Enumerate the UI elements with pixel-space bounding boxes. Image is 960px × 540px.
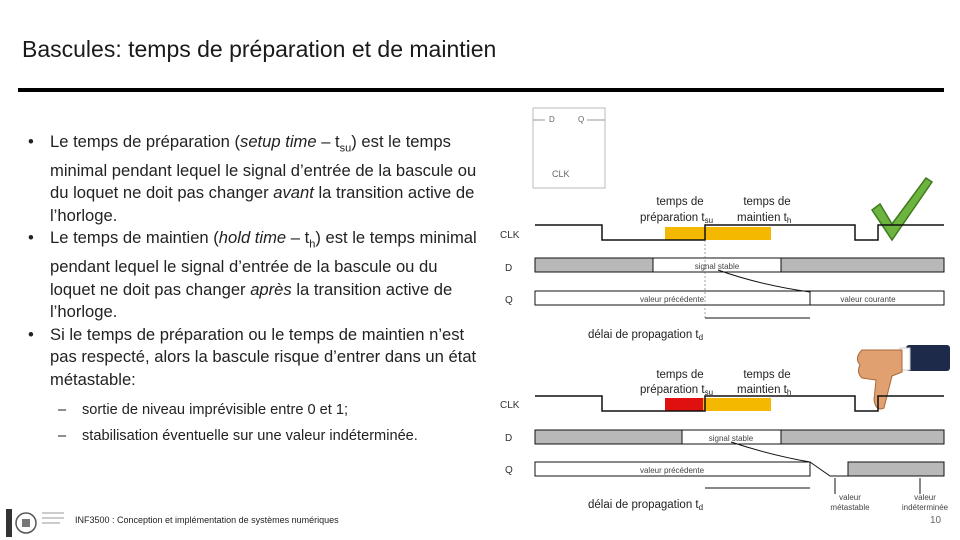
d-stable-label: signal stable	[695, 262, 740, 271]
q-metastable	[809, 461, 848, 477]
setup-label-sub: su	[705, 388, 713, 397]
bullet-emphasis: hold time	[218, 228, 287, 248]
hold-label-line2: maintien th	[737, 384, 791, 397]
causal-arrow	[717, 269, 811, 293]
bullet-text: Si le temps de préparation ou le temps d…	[50, 324, 477, 389]
flipflop-box	[532, 107, 606, 189]
clk-signal-label: CLK	[500, 230, 520, 241]
setup-label-text: préparation t	[640, 384, 705, 396]
bullet-marker: •	[28, 324, 34, 344]
d-unstable-a	[534, 257, 654, 273]
bullet-text: ) est le temps minimal pendant lequel le…	[50, 132, 477, 203]
bullet-marker: •	[28, 132, 34, 151]
bullet-setup-time: • Le temps de préparation (setup time – …	[28, 131, 478, 227]
q-signal-label: Q	[505, 295, 513, 306]
delay-label-sub: d	[699, 503, 703, 512]
page-number: 10	[930, 515, 942, 526]
bullet-list: • Le temps de préparation (setup time – …	[28, 131, 478, 449]
bullet-text: – t	[286, 228, 310, 248]
setup-label-line1: temps de	[656, 196, 703, 208]
subbullet-text: stabilisation éventuelle sur une valeur …	[82, 428, 418, 445]
d-unstable-a	[534, 429, 683, 445]
d-stable-label: signal stable	[709, 434, 754, 443]
bullet-text: la transition active de l’horloge.	[50, 183, 475, 225]
indeterminate-label-line2: indéterminée	[902, 503, 949, 512]
bullet-hold-time: • Le temps de maintien (hold time – th) …	[28, 227, 478, 323]
d-signal-label: D	[505, 433, 512, 444]
q-current-label: valeur courante	[840, 295, 896, 304]
flipflop-d-label: D	[549, 115, 555, 124]
dash-marker: –	[58, 402, 67, 419]
q-previous-label: valeur précédente	[640, 295, 705, 304]
bullet-emphasis: setup time	[240, 132, 317, 151]
bullet-subscript: h	[309, 238, 316, 251]
delay-label: délai de propagation td	[588, 329, 703, 342]
hold-label-line1: temps de	[743, 369, 790, 381]
hold-label-sub: h	[787, 388, 791, 397]
d-unstable-b	[780, 429, 945, 445]
slide-title: Bascules: temps de préparation et de mai…	[22, 36, 497, 62]
bullet-emphasis: après	[250, 279, 292, 299]
hold-window	[703, 227, 771, 240]
setup-label-line2: préparation tsu	[640, 384, 713, 397]
setup-label-text: préparation t	[640, 212, 705, 224]
q-previous	[534, 461, 811, 477]
bullet-metastable: • Si le temps de préparation ou le temps…	[28, 324, 478, 392]
hold-label-line2: maintien th	[737, 212, 791, 225]
hold-window	[703, 398, 771, 411]
bullet-text: ) est le temps minimal pendant lequel le…	[50, 228, 477, 299]
hold-label-text: maintien t	[737, 384, 788, 396]
subbullet-indeterminate: – stabilisation éventuelle sur une valeu…	[28, 423, 478, 449]
dash-marker: –	[58, 428, 67, 445]
hold-label-text: maintien t	[737, 212, 788, 224]
delay-label-sub: d	[699, 333, 703, 342]
q-current	[809, 290, 945, 306]
polytechnique-logo	[6, 509, 64, 537]
timing-valid: temps de préparation tsu temps de mainti…	[500, 176, 945, 342]
flipflop-clk-label: CLK	[552, 169, 570, 179]
subbullet-text: sortie de niveau imprévisible entre 0 et…	[82, 402, 349, 419]
flipflop-symbol: D Q CLK	[532, 107, 606, 189]
bullet-text: Le temps de maintien (	[50, 228, 219, 248]
q-indeterminate	[847, 461, 945, 477]
delay-label-text: délai de propagation t	[588, 329, 699, 341]
hold-label-sub: h	[787, 216, 791, 225]
timing-violation: temps de préparation tsu temps de mainti…	[500, 345, 950, 512]
bullet-text: la transition active de l’horloge.	[50, 279, 453, 322]
bullet-marker: •	[28, 228, 34, 248]
d-signal-label: D	[505, 263, 512, 274]
setup-window	[665, 227, 703, 240]
thumbs-down-icon	[856, 345, 950, 410]
q-signal-label: Q	[505, 465, 513, 476]
d-unstable-b	[780, 257, 945, 273]
bullet-text: Le temps de préparation (	[50, 132, 241, 151]
clk-signal-label: CLK	[500, 400, 520, 411]
clk-waveform	[535, 224, 944, 241]
bullet-emphasis: avant	[273, 183, 314, 203]
title-rule	[18, 88, 944, 92]
hold-label-line1: temps de	[743, 196, 790, 208]
q-previous-label: valeur précédente	[640, 466, 705, 475]
bullet-subscript: su	[339, 142, 352, 155]
check-icon	[870, 176, 934, 242]
setup-violation-window	[665, 398, 703, 411]
subbullet-unpredictable: – sortie de niveau imprévisible entre 0 …	[28, 397, 478, 423]
causal-arrow	[730, 441, 811, 463]
setup-label-line1: temps de	[656, 369, 703, 381]
indeterminate-label-line1: valeur	[914, 493, 936, 502]
bullet-text: – t	[316, 132, 340, 151]
metastable-label-line1: valeur	[839, 493, 861, 502]
metastable-label-line2: métastable	[830, 503, 870, 512]
flipflop-q-label: Q	[578, 115, 584, 124]
clk-waveform	[535, 395, 944, 412]
delay-label-text: délai de propagation t	[588, 499, 699, 511]
delay-label: délai de propagation td	[588, 499, 703, 512]
setup-label-line2: préparation tsu	[640, 212, 713, 225]
footer-course: INF3500 : Conception et implémentation d…	[75, 515, 339, 525]
setup-label-sub: su	[705, 216, 713, 225]
